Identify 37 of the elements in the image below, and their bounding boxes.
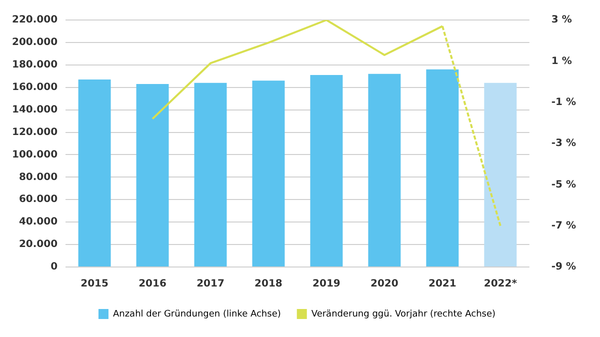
x-tick-label: 2018 bbox=[254, 278, 282, 290]
y2-tick-label: 3 % bbox=[551, 14, 572, 26]
x-tick-label: 2022* bbox=[484, 278, 518, 290]
y-tick-label: 160.000 bbox=[12, 82, 58, 93]
bar bbox=[194, 82, 227, 266]
x-tick-label: 2021 bbox=[428, 278, 456, 290]
y2-tick-label: -7 % bbox=[551, 220, 576, 232]
bar bbox=[484, 82, 517, 266]
legend-label: Anzahl der Gründungen (linke Achse) bbox=[112, 309, 281, 320]
y-tick-label: 140.000 bbox=[12, 104, 58, 116]
legend-label: Veränderung ggü. Vorjahr (rechte Achse) bbox=[311, 309, 496, 320]
bar bbox=[136, 84, 169, 266]
y-tick-label: 220.000 bbox=[12, 14, 58, 26]
y-tick-label: 200.000 bbox=[12, 37, 58, 48]
x-tick-label: 2017 bbox=[196, 278, 224, 290]
bar bbox=[368, 74, 401, 266]
x-tick-label: 2020 bbox=[370, 278, 398, 290]
x-tick-label: 2016 bbox=[138, 278, 166, 290]
y2-tick-label: -1 % bbox=[551, 96, 576, 108]
y-tick-label: 40.000 bbox=[18, 216, 58, 228]
bar bbox=[426, 69, 459, 266]
bar bbox=[252, 80, 285, 266]
bar bbox=[310, 75, 343, 266]
x-tick-label: 2015 bbox=[80, 278, 108, 290]
y-tick-label: 80.000 bbox=[18, 172, 58, 183]
y-tick-label: 20.000 bbox=[18, 239, 58, 250]
y-tick-label: 60.000 bbox=[18, 194, 58, 206]
y-tick-label: 180.000 bbox=[12, 60, 58, 71]
y-tick-label: 100.000 bbox=[12, 149, 58, 160]
y2-tick-label: 1 % bbox=[551, 56, 572, 67]
y2-tick-label: -3 % bbox=[551, 138, 576, 150]
y2-tick-label: -9 % bbox=[551, 262, 576, 273]
bar bbox=[78, 80, 111, 266]
y2-tick-label: -5 % bbox=[551, 179, 576, 190]
y-tick-label: 120.000 bbox=[12, 126, 58, 138]
x-tick-label: 2019 bbox=[312, 278, 340, 290]
y-tick-label: 0 bbox=[50, 262, 58, 273]
